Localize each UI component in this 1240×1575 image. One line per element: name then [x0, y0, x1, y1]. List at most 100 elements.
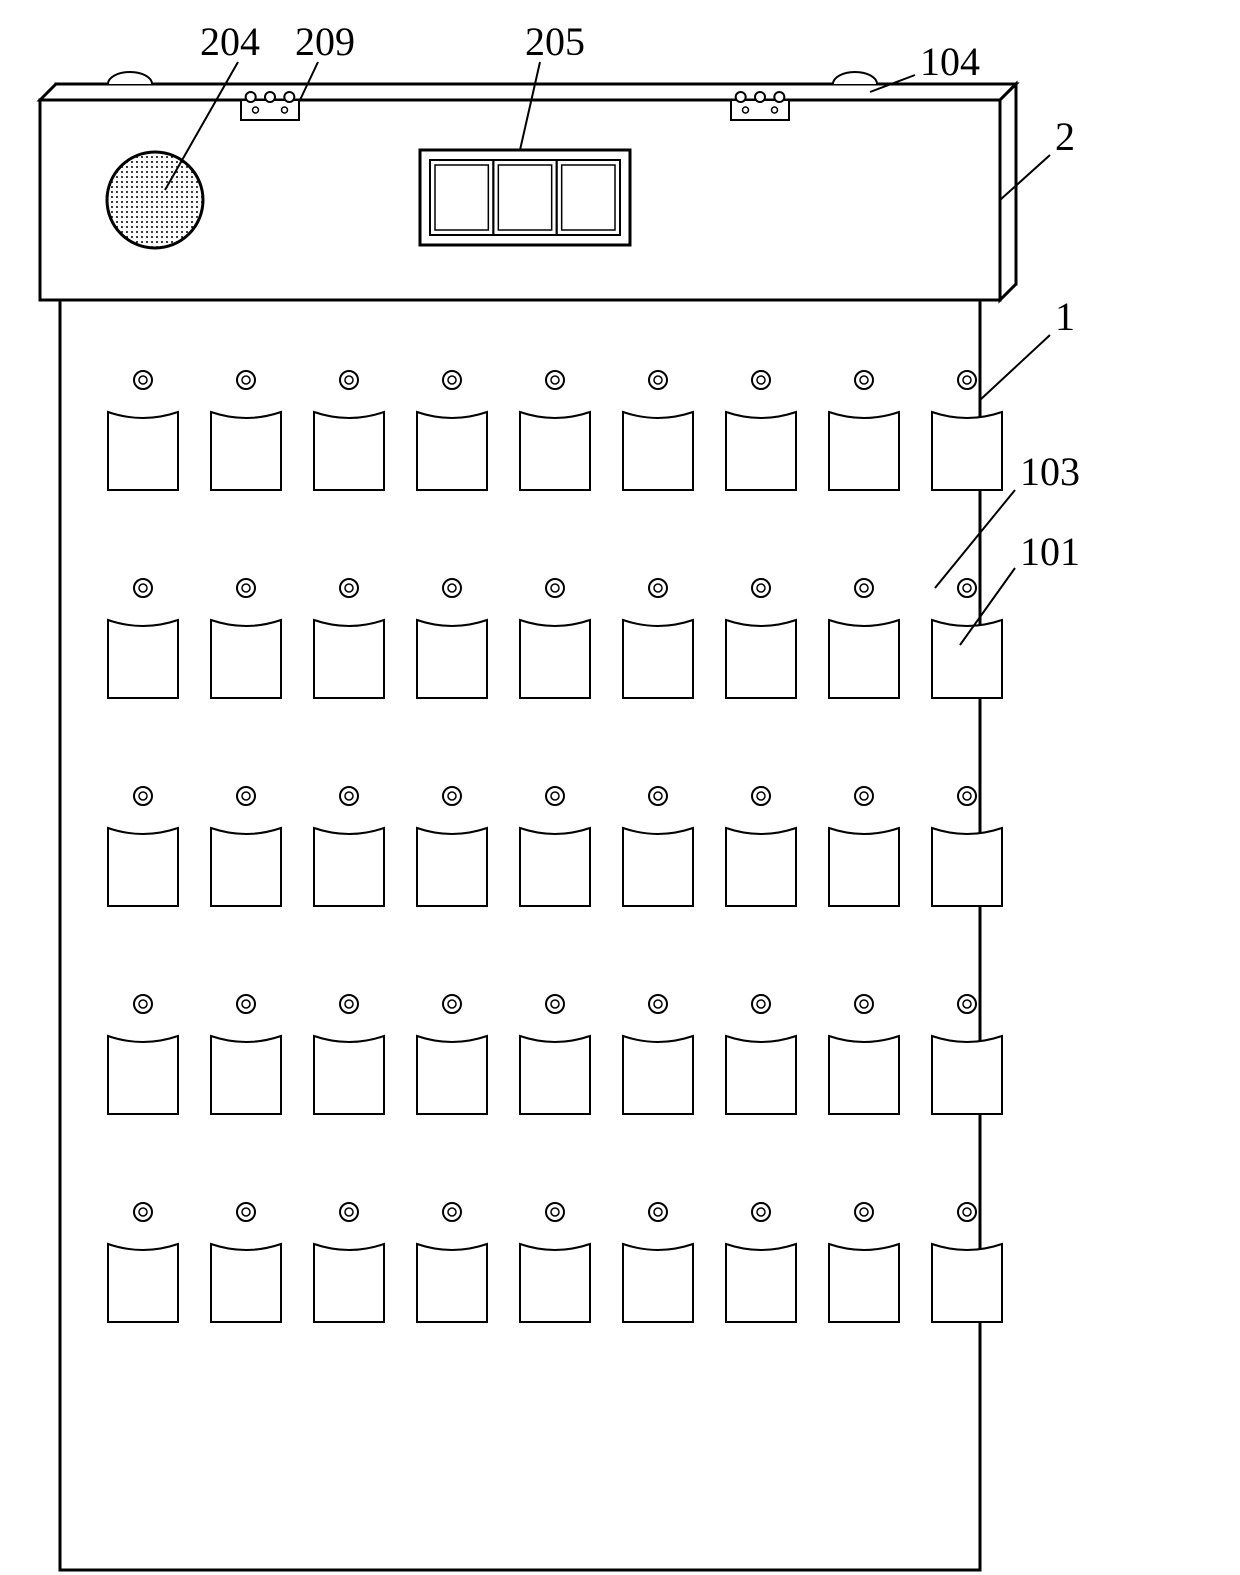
indicator-dot — [855, 371, 873, 389]
pocket-slot — [108, 1036, 178, 1114]
indicator-dot — [546, 787, 564, 805]
leader-line — [980, 335, 1050, 400]
speaker-icon — [106, 151, 203, 248]
pocket-slot — [108, 828, 178, 906]
indicator-dot — [237, 371, 255, 389]
indicator-dot — [134, 371, 152, 389]
pocket-slot — [932, 620, 1002, 698]
pocket-slot — [417, 412, 487, 490]
pocket-slot — [314, 828, 384, 906]
indicator-dot — [443, 995, 461, 1013]
indicator-dot — [958, 579, 976, 597]
leader-line — [935, 490, 1015, 588]
callout-label: 2 — [1055, 114, 1075, 159]
pocket-slot — [829, 1244, 899, 1322]
pocket-slot — [932, 1036, 1002, 1114]
pocket-slot — [829, 412, 899, 490]
indicator-dot — [340, 1203, 358, 1221]
pocket-slot — [314, 620, 384, 698]
pocket-slot — [417, 1036, 487, 1114]
pocket-slot — [726, 828, 796, 906]
indicator-dot — [958, 787, 976, 805]
indicator-dot — [340, 371, 358, 389]
diagram-root: 204 209 205 104 2 1 103 101 — [0, 0, 1240, 1575]
indicator-dot — [752, 995, 770, 1013]
indicator-dot — [855, 579, 873, 597]
pocket-slot — [211, 828, 281, 906]
pocket-slot — [314, 1244, 384, 1322]
indicator-dot — [649, 787, 667, 805]
callout-label: 101 — [1020, 529, 1080, 574]
indicator-dot — [546, 995, 564, 1013]
pocket-slot — [520, 412, 590, 490]
callout-label: 1 — [1055, 294, 1075, 339]
pocket-slot — [417, 828, 487, 906]
pocket-slot — [623, 620, 693, 698]
pocket-slot — [829, 1036, 899, 1114]
indicator-dot — [340, 787, 358, 805]
pocket-slot — [108, 1244, 178, 1322]
indicator-dot — [237, 995, 255, 1013]
pocket-slot — [520, 1036, 590, 1114]
pocket-slot — [211, 412, 281, 490]
indicator-dot — [237, 787, 255, 805]
indicator-dot — [649, 995, 667, 1013]
indicator-dot — [855, 1203, 873, 1221]
pocket-slot — [726, 620, 796, 698]
indicator-dot — [134, 787, 152, 805]
indicator-dot — [752, 579, 770, 597]
indicator-dot — [134, 579, 152, 597]
pocket-slot — [623, 1244, 693, 1322]
indicator-dot — [546, 371, 564, 389]
pocket-slot — [108, 412, 178, 490]
indicator-dot — [649, 579, 667, 597]
indicator-dot — [340, 995, 358, 1013]
indicator-dot — [855, 995, 873, 1013]
pocket-slot — [108, 620, 178, 698]
indicator-dot — [752, 787, 770, 805]
pocket-slot — [829, 828, 899, 906]
indicator-dot — [443, 1203, 461, 1221]
indicator-dot — [649, 371, 667, 389]
indicator-dot — [958, 995, 976, 1013]
indicator-dot — [958, 1203, 976, 1221]
indicator-dot — [443, 371, 461, 389]
pocket-slot — [932, 412, 1002, 490]
pocket-slot — [623, 1036, 693, 1114]
pocket-slot — [726, 412, 796, 490]
callout-label: 104 — [920, 39, 980, 84]
pocket-slot — [520, 620, 590, 698]
pocket-slot — [726, 1036, 796, 1114]
indicator-dot — [443, 579, 461, 597]
callout-label: 205 — [525, 19, 585, 64]
callout-label: 103 — [1020, 449, 1080, 494]
indicator-dot — [546, 1203, 564, 1221]
indicator-dot — [134, 1203, 152, 1221]
dome-icon — [833, 72, 877, 84]
indicator-dot — [443, 787, 461, 805]
indicator-dot — [958, 371, 976, 389]
pocket-slot — [520, 1244, 590, 1322]
indicator-dot — [237, 579, 255, 597]
pocket-slot — [211, 1244, 281, 1322]
dome-icon — [108, 72, 152, 84]
pocket-slot — [314, 1036, 384, 1114]
pocket-slot — [520, 828, 590, 906]
callout-label: 204 — [200, 19, 260, 64]
pocket-slot — [829, 620, 899, 698]
indicator-dot — [752, 371, 770, 389]
callout-label: 209 — [295, 19, 355, 64]
pocket-slot — [417, 1244, 487, 1322]
pocket-slot — [314, 412, 384, 490]
indicator-dot — [134, 995, 152, 1013]
pocket-slot — [726, 1244, 796, 1322]
pocket-slot — [417, 620, 487, 698]
hinge-icon — [731, 92, 789, 120]
hinge-icon — [241, 92, 299, 120]
pocket-slot — [932, 1244, 1002, 1322]
indicator-dot — [855, 787, 873, 805]
display-icon — [420, 150, 630, 245]
pocket-slot — [623, 828, 693, 906]
indicator-dot — [752, 1203, 770, 1221]
pocket-slot — [211, 620, 281, 698]
